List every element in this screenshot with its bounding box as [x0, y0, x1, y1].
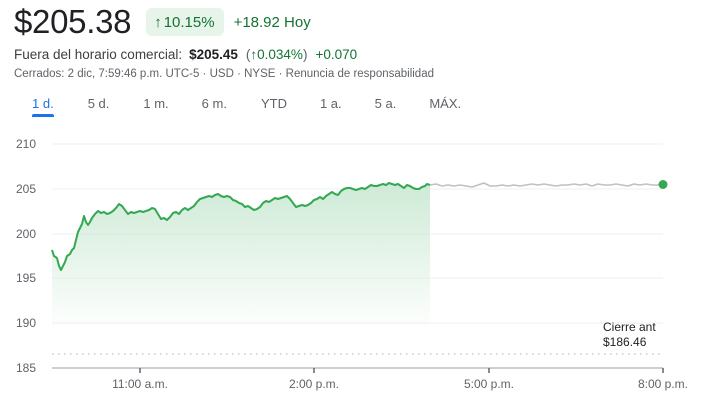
arrow-up-icon: ↑	[250, 47, 258, 62]
tab-1d[interactable]: 1 d.	[30, 95, 56, 119]
change-period: Hoy	[284, 13, 311, 31]
chart-plot	[51, 143, 668, 373]
change-percent: 10.15%	[163, 13, 215, 31]
separator: ·	[199, 68, 210, 80]
price-line-regular	[51, 182, 431, 271]
change-amount: +18.92	[233, 13, 280, 31]
tab-max[interactable]: MÁX.	[429, 96, 462, 111]
y-tick-195: 195	[16, 271, 37, 285]
y-tick-190: 190	[16, 316, 37, 330]
tab-5d[interactable]: 5 d.	[87, 96, 110, 111]
tab-1y[interactable]: 1 a.	[319, 96, 342, 111]
prev-close-value: $186.46	[603, 335, 647, 349]
y-tick-185: 185	[16, 361, 37, 375]
x-tick-11am: 11:00 a.m.	[112, 377, 168, 391]
paren-open: (	[245, 47, 251, 62]
after-hours-price: $205.45	[189, 47, 238, 62]
tab-5y[interactable]: 5 a.	[374, 96, 397, 111]
exchange: NYSE	[244, 68, 276, 80]
x-tick-5pm: 5:00 p.m.	[463, 377, 515, 391]
after-hours-pct-value: 0.034%	[257, 47, 303, 62]
current-price: $205.38	[14, 3, 132, 40]
arrow-up-icon: ↑	[154, 13, 162, 31]
today-change: +18.92 Hoy	[234, 14, 311, 31]
x-tick-8pm: 8:00 p.m.	[637, 377, 689, 391]
latest-price-dot	[658, 180, 668, 189]
paren-close: )	[302, 47, 308, 62]
price-chart[interactable]: 210 205 200 195 190 185 11:00 a.m. 2:00 …	[0, 128, 701, 408]
tab-6m[interactable]: 6 m.	[201, 96, 227, 111]
y-tick-205: 205	[16, 182, 37, 196]
tab-1m[interactable]: 1 m.	[143, 96, 169, 111]
separator: ·	[233, 68, 245, 80]
change-percent-badge: ↑ 10.15%	[146, 8, 224, 36]
disclaimer-link[interactable]: Renuncia de responsabilidad	[285, 68, 434, 80]
x-tick-2pm: 2:00 p.m.	[288, 377, 340, 391]
separator: ·	[275, 68, 286, 80]
price-area-fill	[52, 183, 430, 325]
after-hours-percent: (↑0.034%)	[246, 47, 308, 62]
currency: USD	[209, 68, 234, 80]
quote-header: $205.38 ↑ 10.15% +18.92 Hoy	[14, 4, 311, 40]
after-hours-change: +0.070	[315, 47, 358, 62]
prev-close-annotation: Cierre ant $186.46	[603, 320, 656, 350]
after-hours-label: Fuera del horario comercial:	[14, 47, 183, 62]
market-status: Cerrados: 2 dic, 7:59:46 p.m. UTC-5	[14, 68, 200, 80]
y-tick-200: 200	[16, 227, 37, 241]
price-line-after-hours	[429, 182, 664, 188]
y-tick-210: 210	[16, 137, 37, 151]
prev-close-label: Cierre ant	[603, 320, 656, 334]
after-hours-row: Fuera del horario comercial: $205.45 (↑0…	[14, 47, 357, 62]
time-range-tabs: 1 d. 5 d. 1 m. 6 m. YTD 1 a. 5 a. MÁX.	[14, 95, 463, 119]
tab-ytd[interactable]: YTD	[260, 96, 287, 111]
market-status-row: Cerrados: 2 dic, 7:59:46 p.m. UTC-5 · US…	[14, 68, 434, 80]
